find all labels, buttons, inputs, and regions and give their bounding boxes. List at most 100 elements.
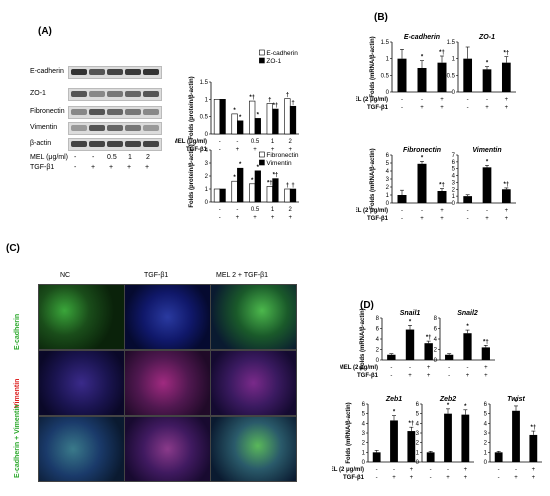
row-value-mel: - — [421, 208, 423, 214]
row-value-tgf: + — [440, 105, 444, 111]
row-value-mel: - — [219, 207, 221, 213]
bar — [254, 118, 261, 135]
row-value-mel: + — [532, 467, 536, 473]
y-tick-label: 6 — [484, 402, 488, 408]
y-axis-label: Folds (mRNA/β-actin) — [360, 308, 366, 369]
y-tick-label: 3 — [484, 431, 488, 437]
bar — [219, 188, 226, 203]
bar — [266, 186, 273, 203]
row-value-tgf: + — [253, 147, 257, 153]
chart-title: E-cadherin — [404, 34, 440, 41]
row-value-tgf: + — [392, 475, 396, 481]
row-value-tgf: + — [427, 373, 431, 379]
blot-label-bactin: β-actin — [30, 140, 52, 147]
sig-marker: *† — [439, 50, 445, 56]
y-tick-label: 6 — [416, 402, 420, 408]
micro-mel-vimentin — [210, 350, 297, 416]
micro-row-merge: E-cadherin + Vimentin — [14, 404, 21, 478]
bar — [512, 410, 520, 462]
legend-swatch — [259, 151, 265, 158]
micro-mel-merge — [210, 416, 297, 482]
row-value-tgf: + — [464, 475, 468, 481]
legend-label: Fibronectin — [266, 152, 299, 159]
bar — [213, 188, 221, 203]
row-value-mel: + — [505, 208, 509, 214]
y-tick-label: 1.5 — [381, 40, 390, 46]
y-tick-label: 2 — [452, 187, 456, 193]
sig-marker: * — [447, 403, 450, 409]
sig-marker: * — [233, 175, 236, 181]
row-value-tgf: - — [390, 373, 392, 379]
blot-label-zo1: ZO-1 — [30, 90, 46, 97]
sig-marker: *† — [273, 103, 279, 109]
row-value-mel: + — [427, 365, 431, 371]
bar — [405, 329, 415, 360]
row-label-tgf: TGF-β1 — [367, 105, 389, 111]
y-tick-label: 4 — [205, 148, 209, 154]
row-value-mel: - — [421, 97, 423, 103]
row-value-mel: - — [447, 467, 449, 473]
sig-marker: *† — [439, 183, 445, 189]
y-tick-label: 4 — [484, 421, 488, 427]
blot-mel-label: MEL (μg/ml) — [30, 154, 68, 161]
row-value-mel: + — [410, 467, 414, 473]
y-tick-label: 0 — [362, 460, 366, 466]
bar — [390, 420, 398, 462]
y-tick-label: 8 — [376, 316, 380, 322]
blot-mel-value: - — [74, 154, 77, 161]
row-value-mel: - — [486, 97, 488, 103]
bar — [463, 196, 473, 203]
y-tick-label: 1 — [386, 193, 390, 199]
micro-col-mel: MEL 2 + TGF-β1 — [216, 272, 269, 279]
bar — [213, 99, 221, 135]
bar — [461, 414, 470, 462]
legend-swatch — [259, 49, 265, 56]
row-value-mel: 1 — [271, 139, 275, 145]
sig-marker: *† — [249, 95, 255, 101]
sig-marker: * — [466, 324, 469, 330]
y-tick-label: 0.5 — [381, 73, 390, 79]
chart-d-snail2: 0 2 4 6 8 Snail2 * *† - - + - + + — [434, 310, 495, 379]
micro-mel-ecadherin — [210, 284, 297, 350]
row-value-tgf: - — [467, 105, 469, 111]
bar — [444, 413, 452, 462]
blot-row-bactin — [68, 138, 162, 151]
row-value-mel: - — [515, 467, 517, 473]
row-label-mel: MEL (2 μg/ml) — [340, 365, 378, 371]
blot-tgf-value: + — [109, 164, 114, 171]
y-tick-label: 4 — [376, 337, 380, 343]
y-tick-label: 0 — [205, 132, 209, 138]
bar — [237, 167, 244, 203]
y-tick-label: 0 — [452, 90, 456, 96]
sig-marker: * — [239, 162, 242, 168]
blot-label-fibronectin: Fibronectin — [30, 108, 65, 115]
bar — [397, 58, 407, 92]
row-value-mel: - — [401, 208, 403, 214]
chart-title: Fibronectin — [403, 147, 441, 154]
row-label-mel: MEL (μg/ml) — [175, 139, 207, 145]
sig-marker: † — [291, 183, 294, 189]
chart-title: ZO-1 — [478, 34, 495, 41]
y-tick-label: 1 — [452, 194, 456, 200]
row-value-mel: + — [505, 97, 509, 103]
y-tick-label: 2 — [416, 441, 420, 447]
blot-tgf-value: + — [91, 164, 96, 171]
row-value-mel: 0.5 — [251, 207, 260, 213]
bar — [237, 120, 244, 135]
y-tick-label: 3 — [452, 180, 456, 186]
micro-nc-ecadherin — [38, 284, 125, 350]
y-tick-label: 2 — [205, 174, 209, 180]
y-tick-label: 2 — [484, 441, 488, 447]
sig-marker: * — [486, 159, 489, 165]
sig-marker: † — [286, 183, 289, 189]
row-value-tgf: + — [420, 105, 424, 111]
y-tick-label: 0 — [416, 460, 420, 466]
sig-marker: † — [291, 100, 294, 106]
row-value-mel: - — [390, 365, 392, 371]
y-axis-label: Folds (mRNA/β-actin) — [370, 36, 376, 97]
blot-mel-value: 1 — [128, 154, 132, 161]
row-value-mel: - — [467, 365, 469, 371]
bar — [289, 188, 297, 203]
legend-label: Vimentin — [266, 160, 292, 167]
